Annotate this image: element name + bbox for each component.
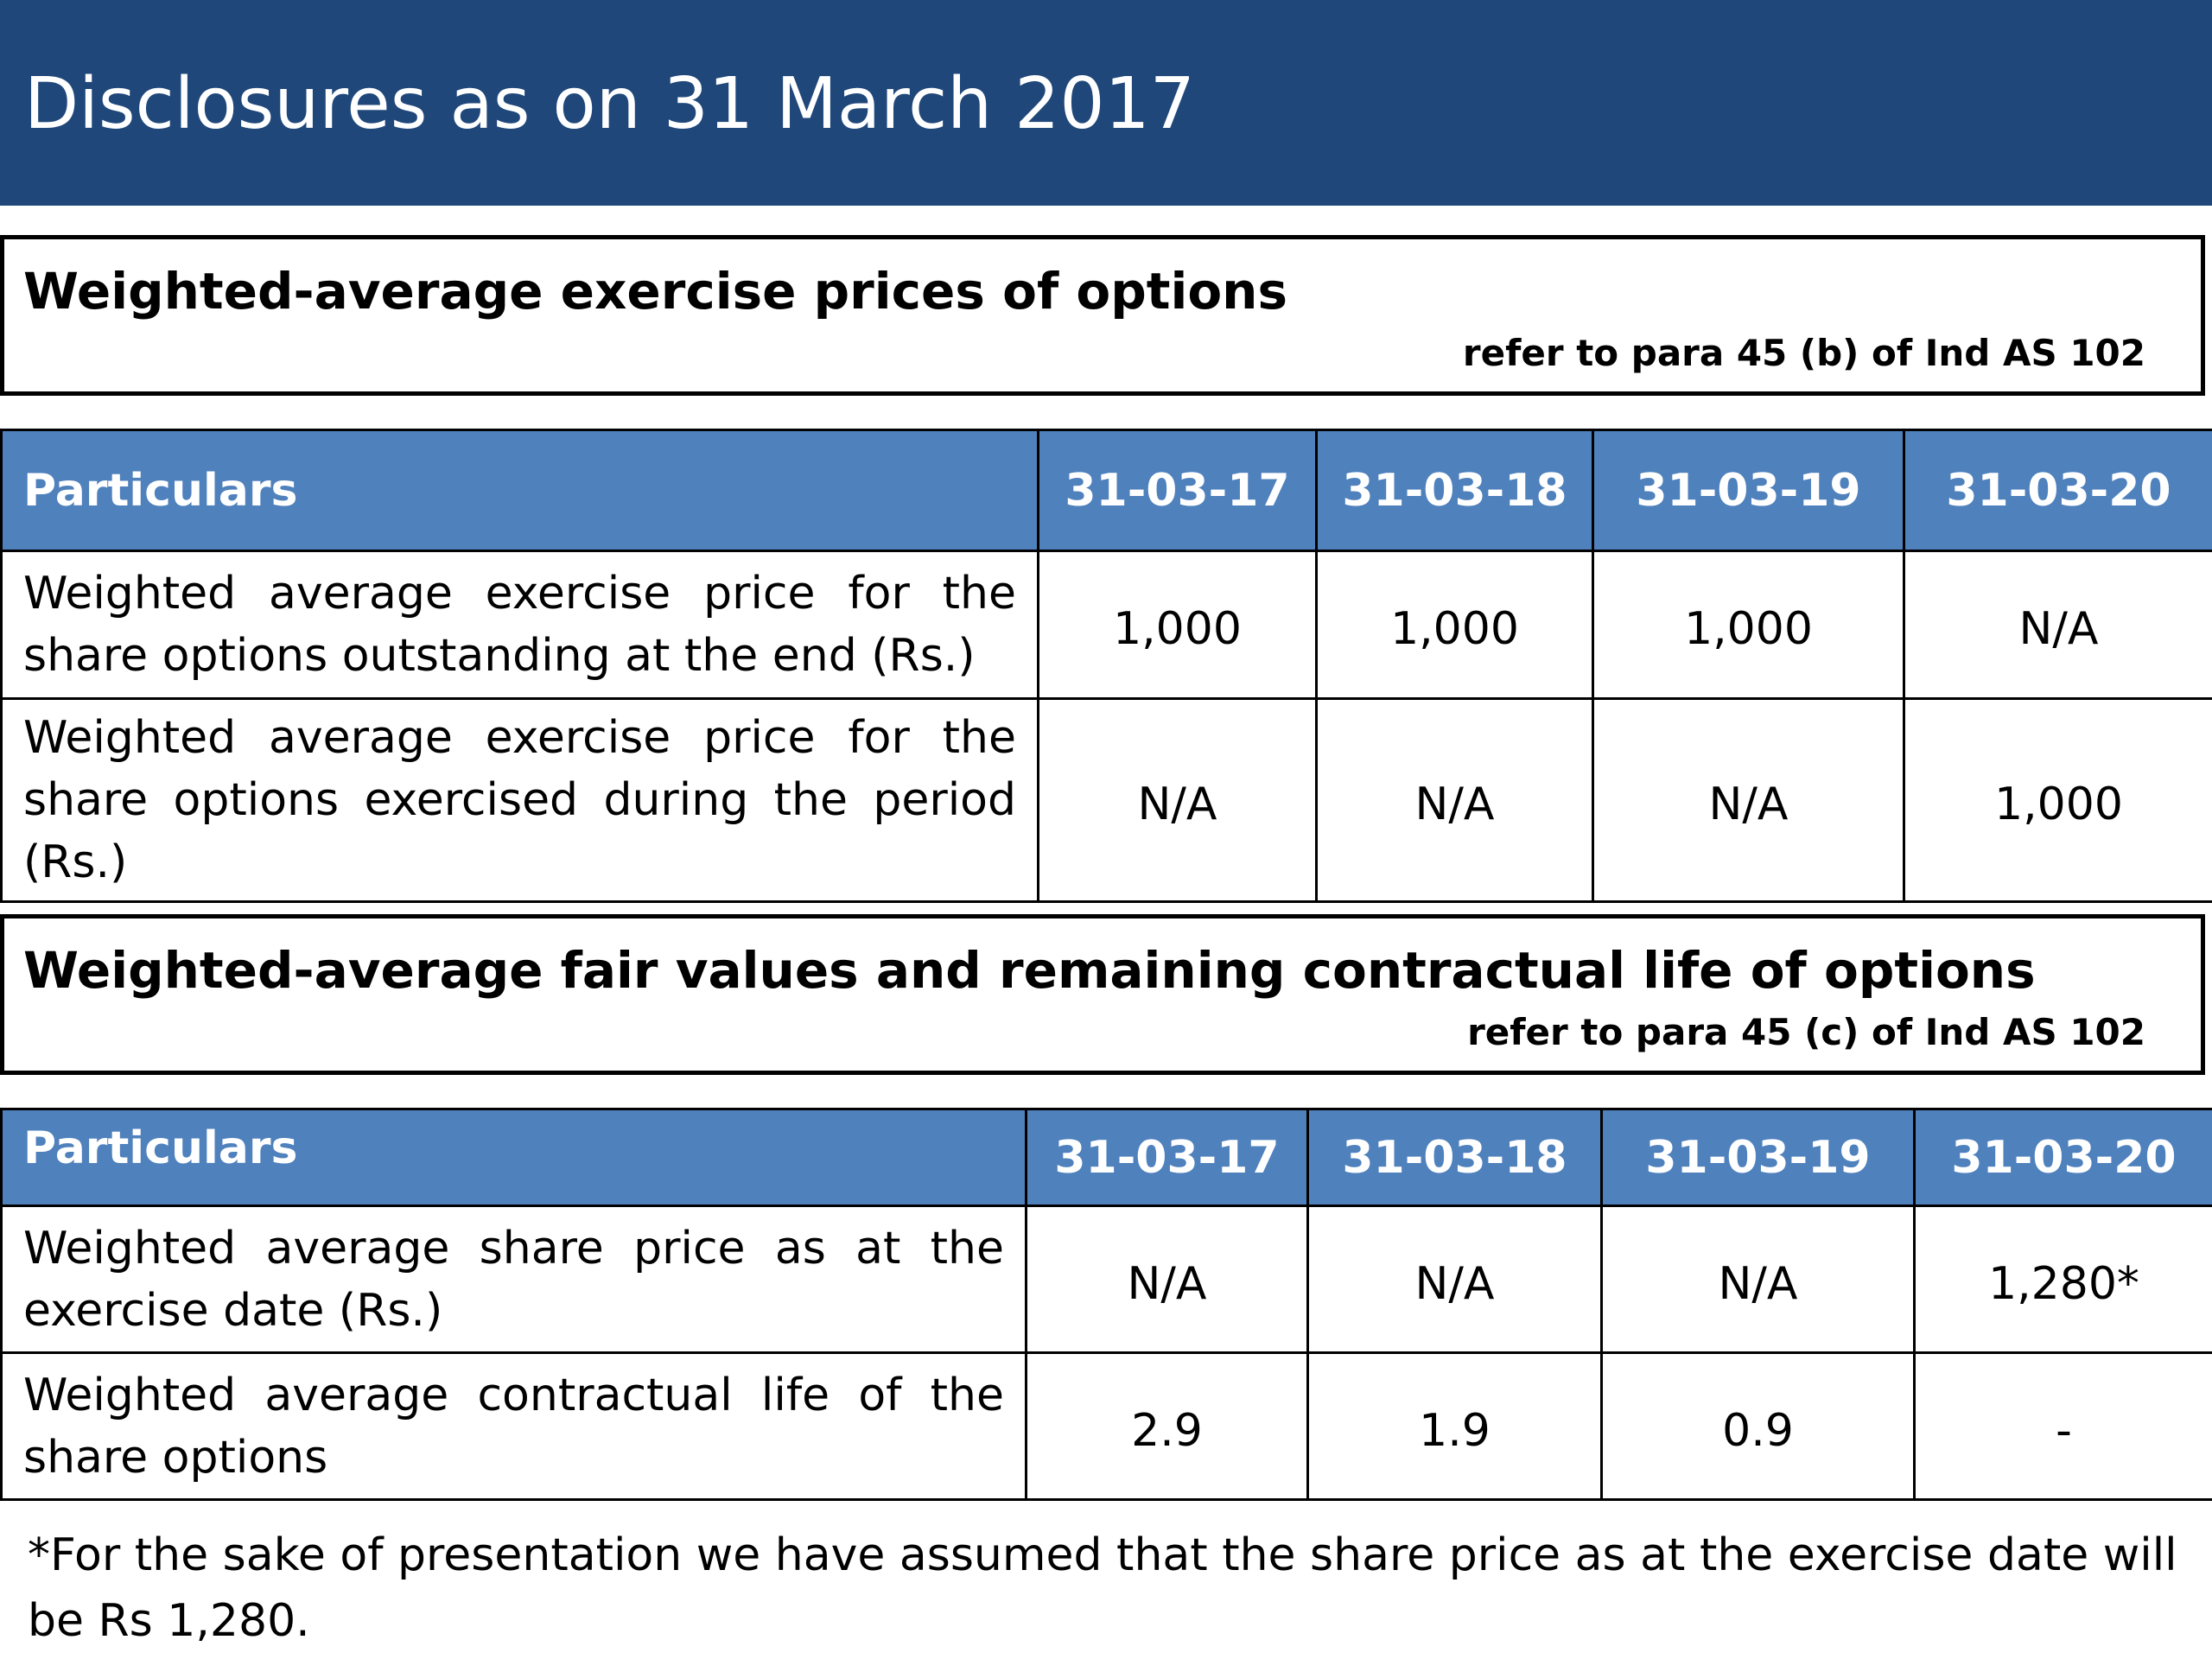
table-cell: 0.9: [1600, 1351, 1916, 1501]
table-header-row: Particulars 31-03-17 31-03-18 31-03-19 3…: [0, 429, 2212, 552]
column-header-date: 31-03-18: [1306, 1108, 1603, 1207]
table-row: Weighted average share price as at the e…: [0, 1205, 2212, 1354]
column-header-particulars: Particulars: [0, 429, 1039, 552]
page-title: Disclosures as on 31 March 2017: [24, 63, 1195, 145]
column-header-date: 31-03-19: [1592, 429, 1905, 552]
exercise-prices-table: Particulars 31-03-17 31-03-18 31-03-19 3…: [0, 429, 2212, 903]
table-cell: N/A: [1025, 1205, 1309, 1354]
column-header-date: 31-03-19: [1600, 1108, 1916, 1207]
table-cell: 1,000: [1592, 550, 1905, 700]
table-row: Weighted average exercise price for the …: [0, 550, 2212, 700]
table-cell: N/A: [1306, 1205, 1603, 1354]
row-label: Weighted average contractual life of the…: [0, 1351, 1027, 1501]
fair-values-table: Particulars 31-03-17 31-03-18 31-03-19 3…: [0, 1108, 2212, 1501]
table-cell: N/A: [1315, 697, 1594, 903]
table-row: Weighted average contractual life of the…: [0, 1351, 2212, 1501]
table-cell: N/A: [1037, 697, 1318, 903]
column-header-date: 31-03-20: [1903, 429, 2212, 552]
row-label: Weighted average exercise price for the …: [0, 550, 1039, 700]
table-header-row: Particulars 31-03-17 31-03-18 31-03-19 3…: [0, 1108, 2212, 1207]
table-cell: -: [1913, 1351, 2212, 1501]
table-cell: 1,000: [1315, 550, 1594, 700]
table-cell: 2.9: [1025, 1351, 1309, 1501]
section-title: Weighted-average fair values and remaini…: [23, 941, 2036, 1000]
row-label: Weighted average exercise price for the …: [0, 697, 1039, 903]
table-row: Weighted average exercise price for the …: [0, 697, 2212, 903]
column-header-date: 31-03-17: [1037, 429, 1318, 552]
column-header-date: 31-03-20: [1913, 1108, 2212, 1207]
column-header-particulars: Particulars: [0, 1108, 1027, 1207]
section-reference: refer to para 45 (c) of Ind AS 102: [1467, 1011, 2145, 1053]
row-label: Weighted average share price as at the e…: [0, 1205, 1027, 1354]
table-cell: N/A: [1903, 550, 2212, 700]
column-header-date: 31-03-17: [1025, 1108, 1309, 1207]
section-fair-values-heading: Weighted-average fair values and remaini…: [0, 914, 2205, 1075]
table-cell: 1,280*: [1913, 1205, 2212, 1354]
column-header-date: 31-03-18: [1315, 429, 1594, 552]
section-reference: refer to para 45 (b) of Ind AS 102: [1462, 332, 2145, 374]
table-cell: 1.9: [1306, 1351, 1603, 1501]
table-cell: N/A: [1600, 1205, 1916, 1354]
table-cell: N/A: [1592, 697, 1905, 903]
table-cell: 1,000: [1037, 550, 1318, 700]
slide-header: Disclosures as on 31 March 2017: [0, 0, 2212, 206]
section-exercise-prices-heading: Weighted-average exercise prices of opti…: [0, 235, 2205, 396]
section-title: Weighted-average exercise prices of opti…: [23, 262, 1287, 321]
footnote: *For the sake of presentation we have as…: [28, 1529, 2177, 1647]
table-cell: 1,000: [1903, 697, 2212, 903]
